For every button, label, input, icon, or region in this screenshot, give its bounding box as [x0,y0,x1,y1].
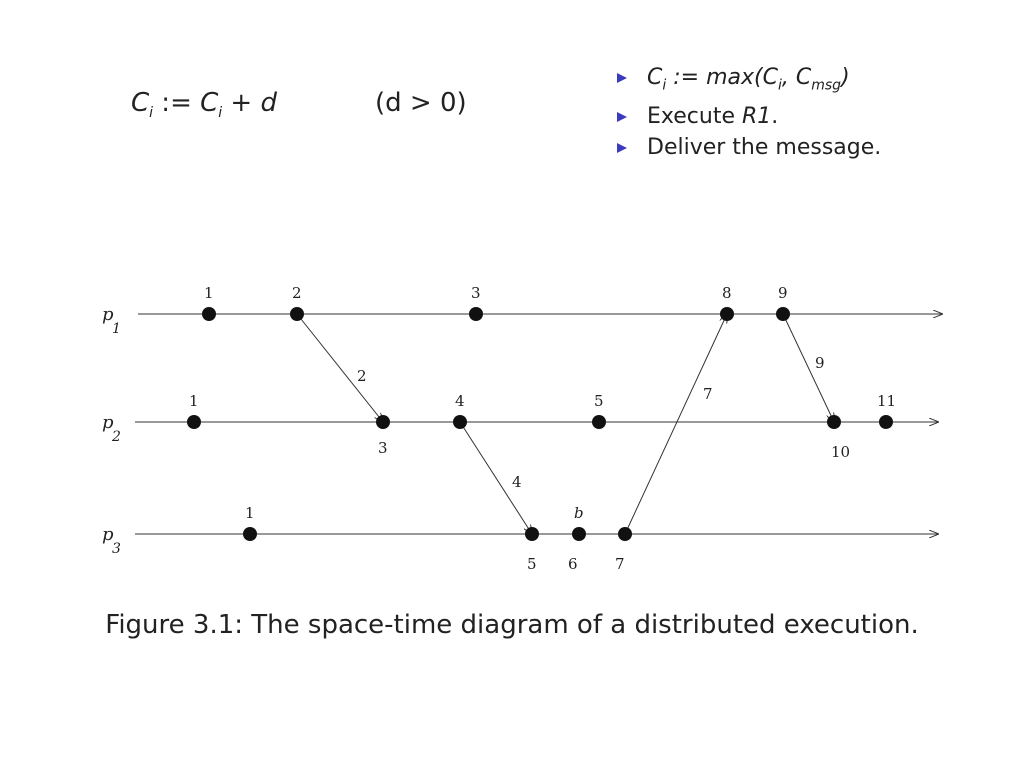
event-label: 1 [189,392,199,410]
event-label: 1 [245,504,255,522]
message-arrow-9 [782,313,834,422]
event-label: 9 [778,284,788,302]
event-label: 6 [568,555,578,573]
event-dot [453,415,467,429]
process-sub-p1: 1 [112,321,121,337]
message-arrow-7 [624,314,727,535]
event-label: 3 [471,284,481,302]
message-label-7: 7 [703,385,713,403]
rule-r1-formula: Ci := Ci + d (d > 0) [131,88,467,122]
event-dot [187,415,201,429]
event-label-b: b [574,504,584,522]
event-label: 3 [378,439,388,457]
event-label: 5 [527,555,537,573]
rule-lhs: Ci [131,88,154,122]
event-label: 7 [615,555,625,573]
rule-condition: (d > 0) [375,88,467,118]
bullet-max-update: Ci := max(Ci, Cmsg) [617,62,881,101]
assign-op: := [153,88,201,118]
event-dot [525,527,539,541]
message-arrow-4 [459,421,532,534]
process-label-p2: p [102,412,114,433]
event-dot [618,527,632,541]
rule-rhs: Ci + d [200,88,277,122]
bullet-triangle-icon [617,143,627,154]
event-dot [720,307,734,321]
process-sub-p2: 2 [111,429,121,445]
event-label: 1 [204,284,214,302]
rule-r2-bullets: Ci := max(Ci, Cmsg) Execute R1. Deliver … [617,62,881,163]
event-label: 2 [292,284,302,302]
event-dot [879,415,893,429]
event-label: 11 [877,392,896,410]
event-label: 5 [594,392,604,410]
event-label: 10 [831,443,850,461]
process-label-p3: p [102,524,114,545]
event-dot [572,527,586,541]
event-dot [469,307,483,321]
bullet-deliver: Deliver the message. [617,132,881,163]
process-sub-p3: 3 [112,541,121,557]
event-dot [592,415,606,429]
event-dot [776,307,790,321]
bullet-triangle-icon [617,73,627,83]
event-dot [243,527,257,541]
message-label-2: 2 [357,367,367,385]
figure-caption: Figure 3.1: The space-time diagram of a … [105,610,919,640]
event-dot [202,307,216,321]
event-label: 4 [455,392,465,410]
bullet-triangle-icon [617,112,627,123]
process-label-p1: p [102,304,114,325]
event-dot [376,415,390,429]
event-label: 8 [722,284,732,302]
event-dot [290,307,304,321]
bullet-execute-r1: Execute R1. [617,101,881,132]
message-label-4: 4 [512,473,522,491]
event-dot [827,415,841,429]
message-arrow-2 [296,313,383,422]
message-label-9: 9 [815,354,825,372]
